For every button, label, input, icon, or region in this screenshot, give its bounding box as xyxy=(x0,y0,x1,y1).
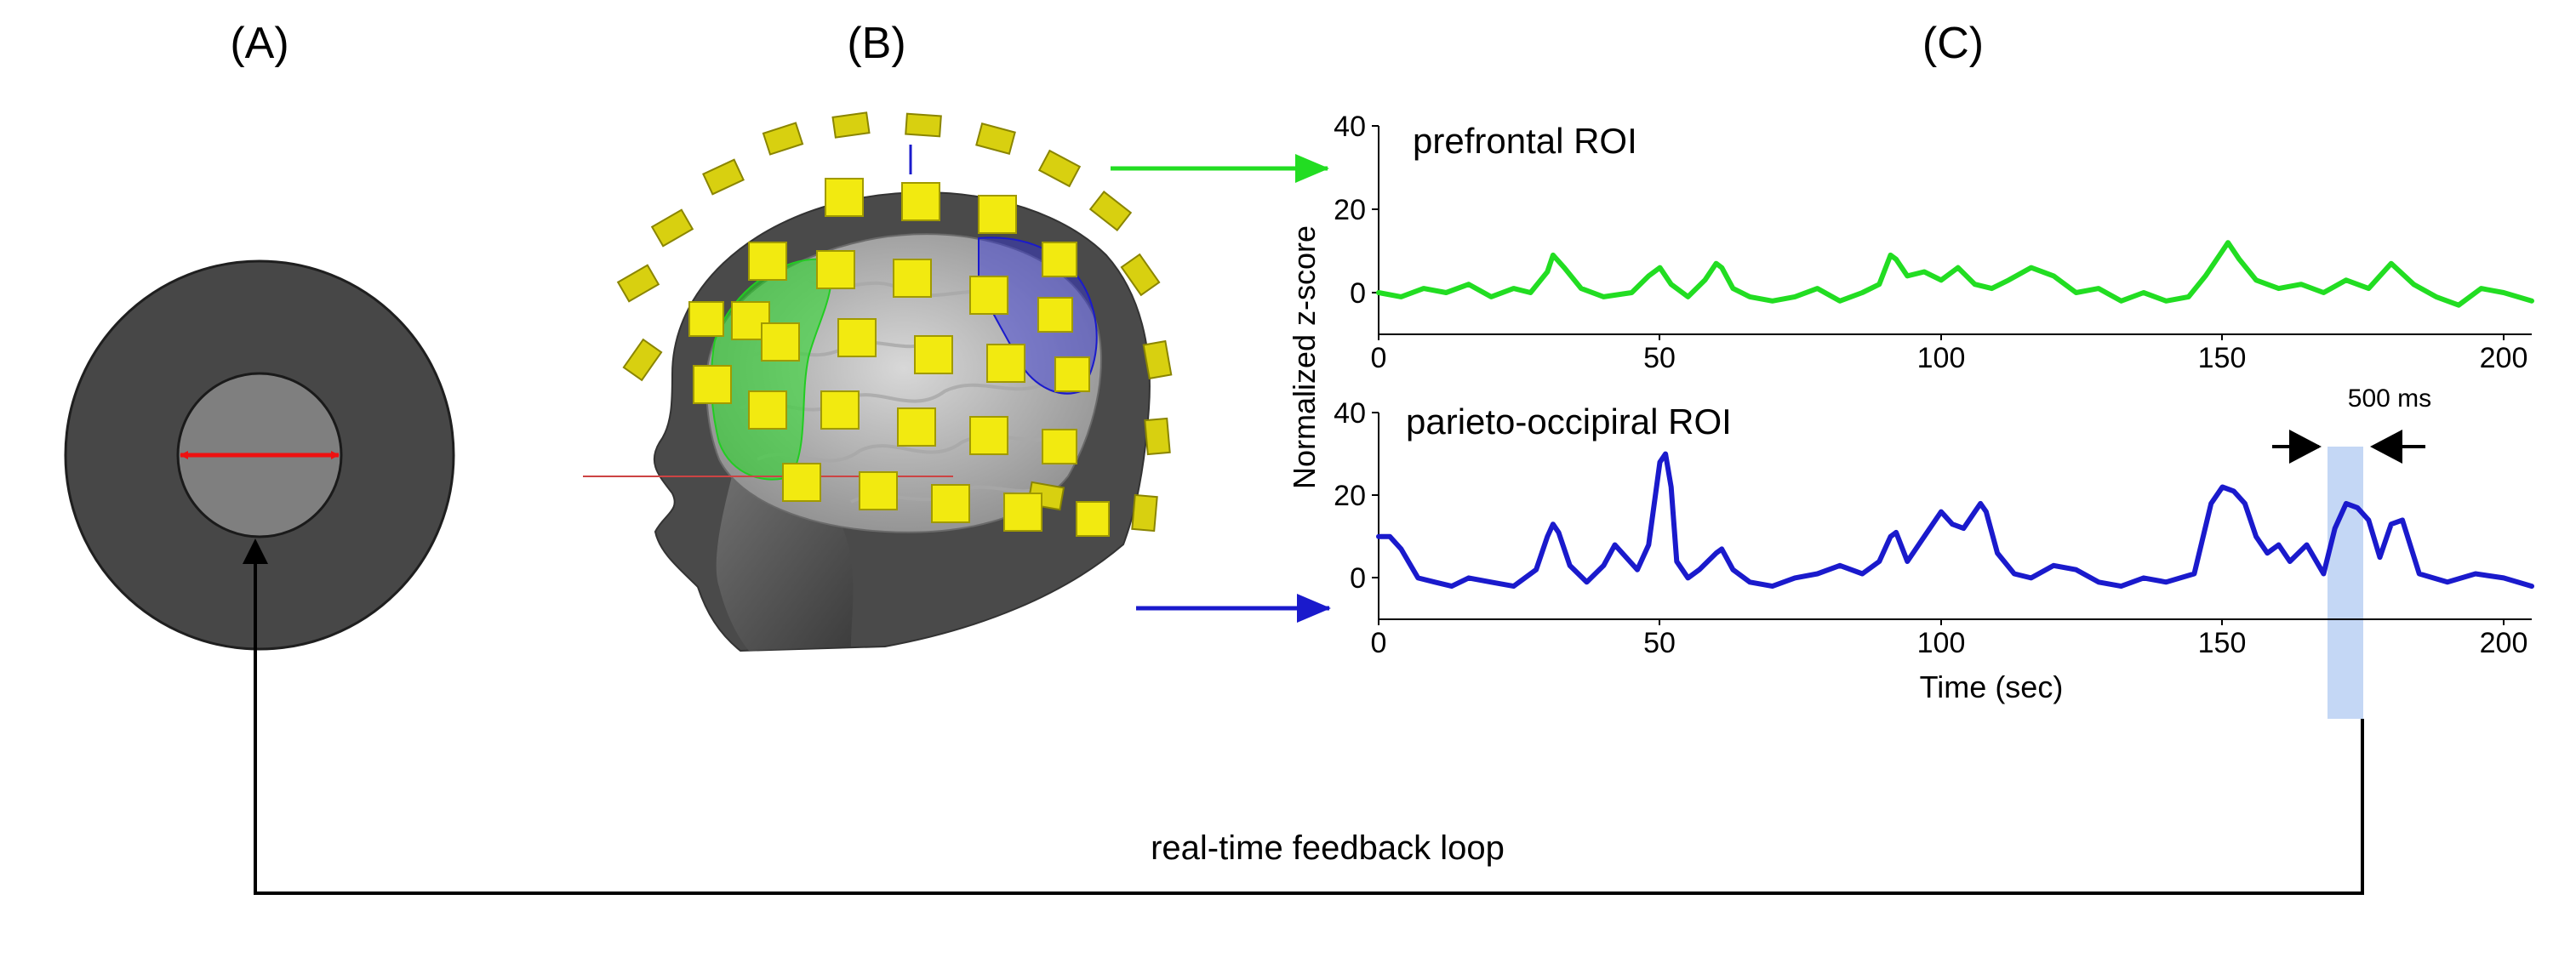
sensor xyxy=(931,484,970,523)
sensor xyxy=(748,242,787,281)
meg-sensors-front xyxy=(688,178,1110,537)
visual-stimulus xyxy=(64,259,455,651)
window-duration-label: 500 ms xyxy=(2348,385,2431,413)
panel-label-c: (C) xyxy=(1922,19,1984,68)
prefrontal-roi-title: prefrontal ROI xyxy=(1413,121,1637,161)
sensor xyxy=(702,158,745,196)
sensor xyxy=(978,195,1017,234)
sensor xyxy=(837,318,877,357)
prefrontal-xtick-label: 50 xyxy=(1643,342,1676,374)
parieto-occipital-chart: parieto-occipiral ROI 40 20 0 0 50 100 1… xyxy=(1334,397,2534,704)
sensor xyxy=(1037,297,1073,333)
prefrontal-ytick-label: 0 xyxy=(1350,277,1366,310)
sensor xyxy=(986,344,1025,383)
sensor xyxy=(969,276,1008,315)
prefrontal-series-line xyxy=(1376,240,2534,308)
panel-label-b: (B) xyxy=(847,19,905,68)
sensor xyxy=(688,301,724,337)
sensor xyxy=(914,335,953,374)
left-arrowhead-icon xyxy=(2289,430,2322,464)
sensor xyxy=(782,463,821,502)
sensor xyxy=(693,365,732,404)
parieto-xtick-label: 0 xyxy=(1371,627,1387,659)
feedback-loop-label: real-time feedback loop xyxy=(1151,829,1505,867)
sensor xyxy=(616,264,660,303)
sensor xyxy=(816,250,855,289)
sensor xyxy=(1076,501,1110,537)
sensor xyxy=(1131,493,1158,533)
y-axis-title: Normalized z-score xyxy=(1287,225,1322,489)
prefrontal-xtick-label: 100 xyxy=(1917,342,1966,374)
sensor xyxy=(905,112,942,138)
prefrontal-ticks: 40 20 0 0 50 100 150 200 xyxy=(1334,111,2527,374)
panel-label-a: (A) xyxy=(230,19,288,68)
sensor xyxy=(1120,253,1161,297)
right-arrowhead-icon xyxy=(2370,430,2402,464)
sensor xyxy=(762,122,804,156)
feedback-loop-path xyxy=(243,538,2364,895)
prefrontal-xtick-label: 200 xyxy=(2480,342,2528,374)
parieto-xtick-label: 200 xyxy=(2480,627,2528,659)
parieto-ytick-label: 0 xyxy=(1350,562,1366,595)
sensor xyxy=(1054,356,1090,392)
sensor xyxy=(1037,149,1082,188)
sensor xyxy=(893,259,932,298)
sensor xyxy=(1142,339,1173,380)
sensor xyxy=(748,390,787,430)
sensor xyxy=(831,111,871,139)
parieto-occipital-roi-title: parieto-occipiral ROI xyxy=(1406,402,1732,441)
prefrontal-chart: prefrontal ROI 40 20 0 0 50 100 150 200 xyxy=(1334,111,2534,374)
window-bracket-arrows xyxy=(2272,430,2425,464)
sensor xyxy=(969,416,1008,455)
sensor xyxy=(897,407,936,447)
sensor xyxy=(1144,417,1171,456)
sensor xyxy=(859,471,898,510)
meg-sensors-outer xyxy=(616,111,1173,533)
sensor xyxy=(1042,429,1077,464)
x-axis-title: Time (sec) xyxy=(1920,669,2064,704)
sensor xyxy=(1003,493,1042,532)
parieto-ticks: 40 20 0 0 50 100 150 200 xyxy=(1334,397,2527,659)
sensor xyxy=(820,390,860,430)
sensor xyxy=(622,338,663,382)
parieto-ytick-label: 40 xyxy=(1334,397,1366,430)
sensor xyxy=(901,182,940,221)
prefrontal-xtick-label: 0 xyxy=(1371,342,1387,374)
parieto-xtick-label: 150 xyxy=(2198,627,2247,659)
prefrontal-ytick-label: 40 xyxy=(1334,111,1366,143)
parieto-ytick-label: 20 xyxy=(1334,480,1366,512)
parieto-xtick-label: 50 xyxy=(1643,627,1676,659)
sensor xyxy=(1088,191,1133,231)
parieto-xtick-label: 100 xyxy=(1917,627,1966,659)
sensor xyxy=(825,178,864,217)
sensor xyxy=(1042,242,1077,277)
sensor xyxy=(650,208,694,248)
sensor xyxy=(975,122,1016,155)
prefrontal-xtick-label: 150 xyxy=(2198,342,2247,374)
parieto-occipital-series-line xyxy=(1376,451,2534,590)
sensor xyxy=(761,322,800,362)
prefrontal-ytick-label: 20 xyxy=(1334,194,1366,226)
feedback-window-highlight xyxy=(2328,447,2363,719)
